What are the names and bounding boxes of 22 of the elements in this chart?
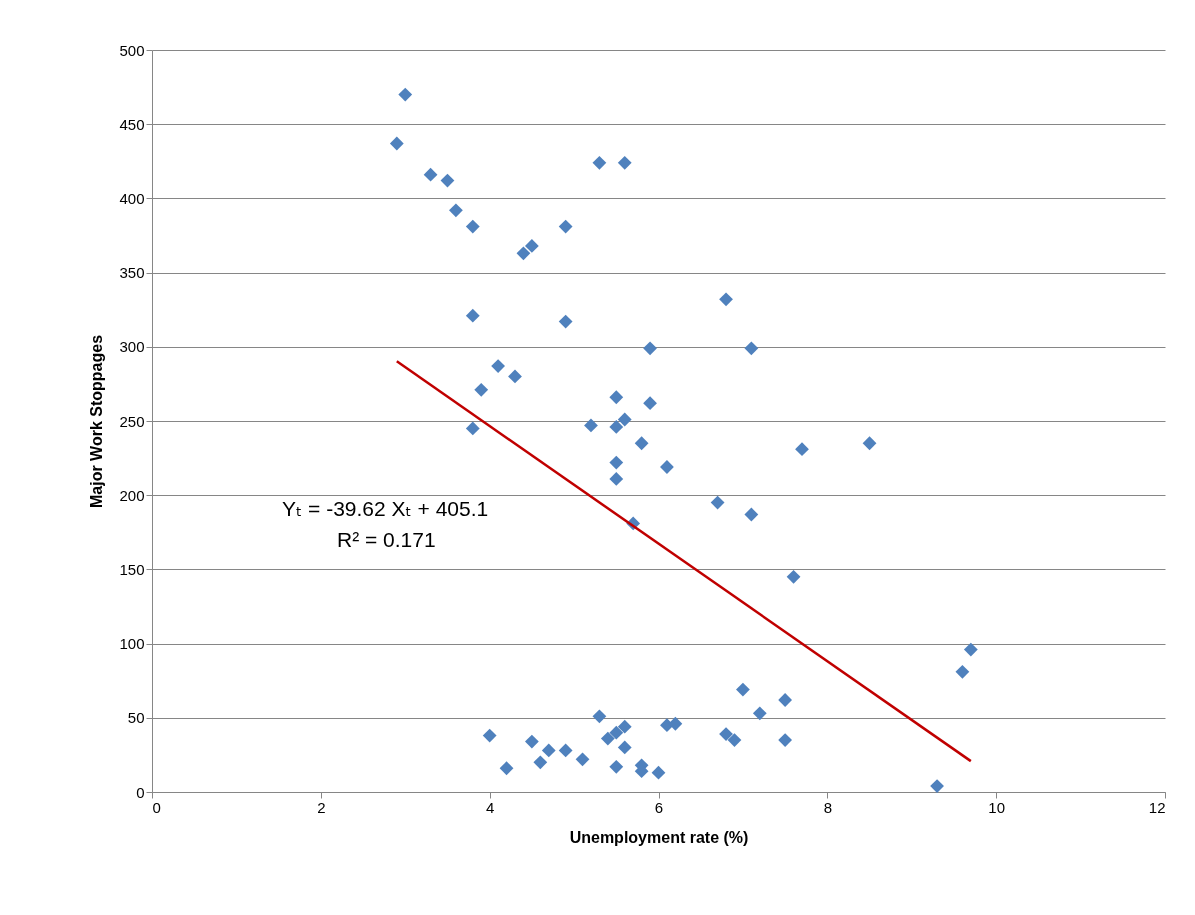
x-tick-label: 12 [1148,798,1166,816]
y-tick-label: 450 [119,115,145,133]
x-axis-title: Unemployment rate (%) [569,828,749,846]
y-tick-label: 300 [119,338,145,356]
y-axis-title: Major Work Stoppages [88,334,106,509]
y-tick-label: 400 [119,189,145,207]
y-tick-label: 500 [119,41,145,59]
x-tick-label: 6 [654,798,664,816]
x-tick-label: 8 [823,798,833,816]
y-tick-label: 250 [119,412,145,430]
y-tick-label: 200 [119,486,145,504]
y-tick-label: 350 [119,264,145,282]
y-tick-label: 0 [136,783,145,801]
annotation: R² = 0.171 [337,528,436,551]
x-tick-label: 0 [152,798,161,816]
x-tick-label: 2 [317,798,326,816]
y-tick-label: 50 [127,709,145,727]
y-tick-label: 150 [119,560,145,578]
annotation: Yₜ = -39.62 Xₜ + 405.1 [282,497,489,520]
x-tick-label: 10 [988,798,1006,816]
x-tick-label: 4 [485,798,495,816]
y-tick-label: 100 [119,635,145,653]
